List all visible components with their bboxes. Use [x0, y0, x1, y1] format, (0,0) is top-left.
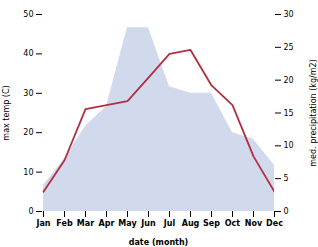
- svg-text:0: 0: [28, 207, 33, 216]
- svg-text:med. precipitation (kg/m2): med. precipitation (kg/m2): [309, 59, 318, 166]
- svg-text:Apr: Apr: [99, 219, 115, 228]
- svg-text:5: 5: [284, 174, 289, 183]
- svg-text:20: 20: [284, 76, 294, 85]
- svg-text:40: 40: [23, 49, 33, 58]
- svg-text:10: 10: [284, 141, 294, 150]
- svg-text:max temp (C): max temp (C): [2, 85, 11, 140]
- svg-text:May: May: [118, 219, 137, 228]
- svg-text:20: 20: [23, 128, 33, 137]
- svg-text:30: 30: [23, 89, 33, 98]
- svg-text:Nov: Nov: [245, 219, 263, 228]
- svg-text:Dec: Dec: [266, 219, 283, 228]
- svg-text:Aug: Aug: [182, 219, 200, 228]
- svg-text:0: 0: [284, 207, 289, 216]
- svg-text:Jun: Jun: [140, 219, 156, 228]
- svg-text:25: 25: [284, 43, 294, 52]
- svg-text:30: 30: [284, 10, 294, 19]
- svg-text:50: 50: [23, 10, 33, 19]
- svg-text:15: 15: [284, 109, 294, 118]
- svg-text:date (month): date (month): [129, 238, 189, 247]
- svg-text:Feb: Feb: [56, 219, 73, 228]
- svg-text:Jul: Jul: [163, 219, 176, 228]
- svg-text:10: 10: [23, 168, 33, 177]
- svg-text:Mar: Mar: [77, 219, 94, 228]
- svg-text:Sep: Sep: [203, 219, 220, 228]
- svg-text:Jan: Jan: [35, 219, 50, 228]
- svg-text:Oct: Oct: [225, 219, 241, 228]
